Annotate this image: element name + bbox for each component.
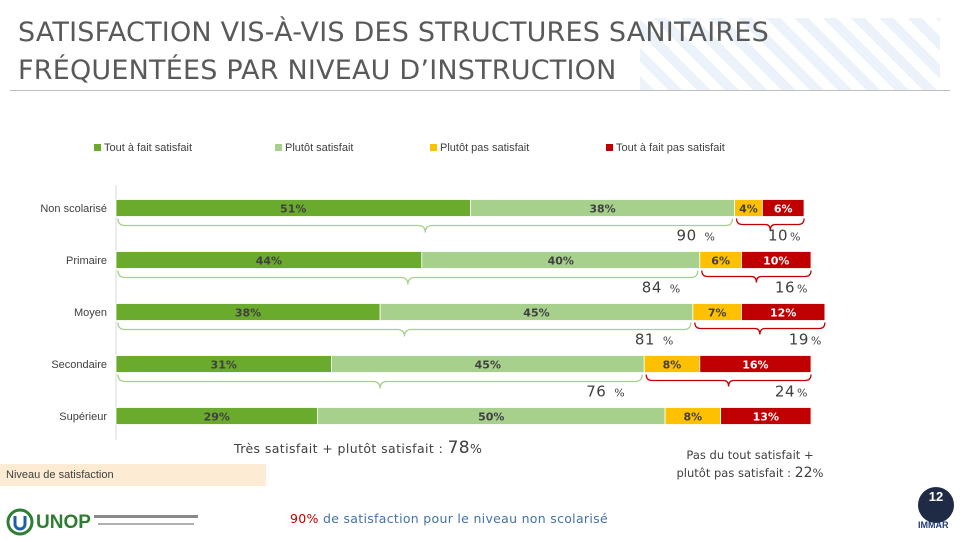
summary-satisfied-text: Très satisfait + plutôt satisfait :: [234, 441, 444, 456]
data-label: 10%: [763, 255, 789, 268]
data-label: 7%: [708, 307, 727, 320]
unsatisfied-brace: [645, 374, 812, 387]
legend-item-tout-a-fait-pas-satisfait: Tout à fait pas satisfait: [606, 142, 725, 154]
title-decoration: [640, 18, 940, 90]
data-label: 29%: [204, 411, 230, 424]
legend-label: Tout à fait satisfait: [104, 142, 193, 154]
data-label: 45%: [523, 307, 549, 320]
category-label: Secondaire: [51, 359, 107, 371]
axis-title-niveau-de-satisfaction: Niveau de satisfaction: [0, 464, 266, 486]
legend-swatch: [94, 144, 101, 151]
footnote-value: 90: [290, 511, 307, 526]
unsatisfied-brace: [735, 218, 805, 231]
data-label: 51%: [280, 203, 306, 216]
unsatisfied-total-label: 16: [775, 279, 795, 297]
legend-item-plutot-satisfait: Plutôt satisfait: [275, 142, 353, 154]
arabic-logo-text-icon: [94, 515, 198, 525]
satisfied-total-unit: %: [614, 387, 624, 400]
unsatisfied-total-label: 10: [768, 227, 788, 245]
title-divider: [10, 90, 950, 91]
unop-logo: UNOP: [6, 506, 206, 538]
footnote-unit: %: [306, 511, 319, 526]
satisfied-total-unit: %: [705, 231, 715, 244]
page-title-line2: FRÉQUENTÉES PAR NIVEAU D’INSTRUCTION: [18, 55, 617, 86]
satisfied-brace: [117, 218, 734, 233]
unsatisfied-brace: [701, 270, 812, 283]
footnote-text: de satisfaction pour le niveau non scola…: [322, 511, 608, 526]
satisfied-brace: [117, 270, 699, 285]
data-label: 44%: [256, 255, 282, 268]
unsatisfied-total-label: 24: [775, 383, 795, 401]
summary-unsatisfied-unit: %: [812, 466, 824, 480]
page-number-badge: 12: [918, 487, 954, 523]
page-title: SATISFACTION VIS-À-VIS DES STRUCTURES SA…: [18, 14, 878, 90]
satisfied-total-label: 84: [642, 279, 662, 297]
data-label: 6%: [774, 203, 793, 216]
summary-unsatisfied: Pas du tout satisfait + plutôt pas satis…: [640, 446, 860, 482]
satisfied-total-label: 76: [586, 383, 606, 401]
satisfied-total-label: 81: [635, 331, 655, 349]
unsatisfied-total-label: 19: [789, 331, 809, 349]
unsatisfied-total-unit: %: [811, 335, 821, 348]
data-label: 8%: [663, 359, 682, 372]
unsatisfied-total-unit: %: [790, 231, 800, 244]
unop-logo-mark-icon: [6, 508, 34, 536]
data-label: 38%: [589, 203, 615, 216]
unsatisfied-brace: [694, 322, 826, 335]
immar-logo: IMMAR: [918, 520, 949, 530]
unsatisfied-total-unit: %: [797, 387, 807, 400]
legend-swatch: [606, 144, 613, 151]
legend-swatch: [430, 144, 437, 151]
data-label: 45%: [475, 359, 501, 372]
satisfied-total-unit: %: [663, 335, 673, 348]
summary-satisfied-unit: %: [470, 441, 483, 456]
legend-label: Tout à fait pas satisfait: [616, 142, 725, 154]
category-label: Non scolarisé: [40, 203, 107, 215]
legend-label: Plutôt satisfait: [285, 142, 354, 154]
bar-segment-tout-a-fait-pas-satisfait: [699, 355, 812, 373]
bar-segment-tout-a-fait-pas-satisfait: [720, 407, 812, 425]
data-label: 40%: [548, 255, 574, 268]
unop-logo-text: UNOP: [36, 512, 91, 533]
legend-label: Plutôt pas satisfait: [440, 142, 530, 154]
footnote: 90% de satisfaction pour le niveau non s…: [290, 511, 608, 526]
bar-segment-tout-a-fait-pas-satisfait: [741, 251, 812, 269]
summary-satisfied-value: 78: [447, 438, 470, 458]
legend-item-tout-a-fait-satisfait: Tout à fait satisfait: [94, 142, 192, 154]
satisfied-brace: [117, 322, 692, 337]
satisfied-brace: [117, 374, 643, 389]
legend-item-plutot-pas-satisfait: Plutôt pas satisfait: [430, 142, 529, 154]
page-title-line1: SATISFACTION VIS-À-VIS DES STRUCTURES SA…: [18, 17, 769, 48]
data-label: 31%: [211, 359, 237, 372]
category-label: Primaire: [66, 255, 107, 267]
data-label: 13%: [753, 411, 779, 424]
category-label: Supérieur: [59, 411, 107, 423]
unsatisfied-total-unit: %: [797, 283, 807, 296]
summary-unsatisfied-line1: Pas du tout satisfait +: [686, 448, 814, 462]
legend-swatch: [275, 144, 282, 151]
category-label: Moyen: [74, 307, 107, 319]
satisfied-total-unit: %: [670, 283, 680, 296]
summary-unsatisfied-line2: plutôt pas satisfait :: [676, 466, 792, 480]
bar-segment-tout-a-fait-pas-satisfait: [741, 303, 826, 321]
satisfied-total-label: 90: [677, 227, 697, 245]
summary-satisfied: Très satisfait + plutôt satisfait : 78%: [234, 438, 482, 458]
data-label: 6%: [711, 255, 730, 268]
data-label: 12%: [770, 307, 796, 320]
summary-unsatisfied-value: 22: [794, 465, 813, 481]
bar-segment-tout-a-fait-pas-satisfait: [761, 199, 805, 217]
data-label: 8%: [684, 411, 703, 424]
data-label: 16%: [742, 359, 768, 372]
data-label: 50%: [478, 411, 504, 424]
data-label: 38%: [235, 307, 261, 320]
data-label: 4%: [739, 203, 758, 216]
